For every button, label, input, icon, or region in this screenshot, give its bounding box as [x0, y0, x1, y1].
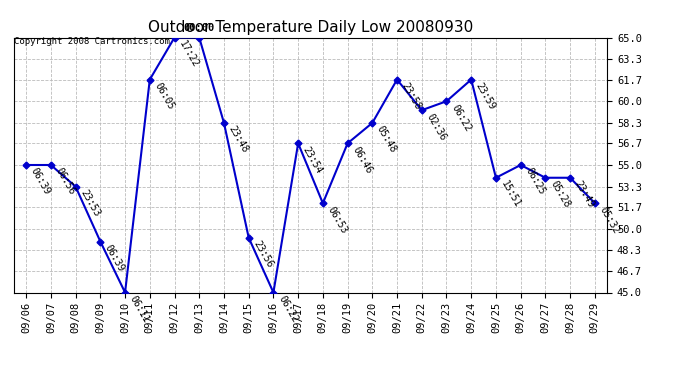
Text: 05:48: 05:48	[375, 124, 398, 155]
Text: 23:56: 23:56	[251, 239, 275, 270]
Text: 06:25: 06:25	[524, 166, 546, 197]
Text: 06:46: 06:46	[351, 145, 374, 175]
Text: 23:49: 23:49	[573, 179, 596, 210]
Text: 23:59: 23:59	[474, 81, 497, 111]
Text: 06:39: 06:39	[29, 166, 52, 197]
Text: 05:28: 05:28	[548, 179, 571, 210]
Text: 17:22: 17:22	[177, 39, 201, 69]
Text: 06:53: 06:53	[326, 205, 349, 235]
Text: 23:54: 23:54	[301, 145, 324, 175]
Text: Copyright 2008 Cartronics.com: Copyright 2008 Cartronics.com	[14, 38, 170, 46]
Text: 00:00: 00:00	[184, 23, 215, 33]
Text: 06:56: 06:56	[54, 166, 77, 197]
Text: 23:58: 23:58	[400, 81, 423, 111]
Text: 05:32: 05:32	[598, 205, 621, 235]
Text: 23:53: 23:53	[79, 188, 101, 219]
Text: 06:11: 06:11	[128, 294, 151, 324]
Text: 06:05: 06:05	[152, 81, 176, 111]
Text: 23:48: 23:48	[227, 124, 250, 155]
Title: Outdoor Temperature Daily Low 20080930: Outdoor Temperature Daily Low 20080930	[148, 20, 473, 35]
Text: 15:51: 15:51	[499, 179, 522, 210]
Text: 06:22: 06:22	[276, 294, 299, 324]
Text: 06:39: 06:39	[103, 243, 126, 273]
Text: 02:36: 02:36	[424, 112, 448, 142]
Text: 06:22: 06:22	[449, 103, 473, 133]
